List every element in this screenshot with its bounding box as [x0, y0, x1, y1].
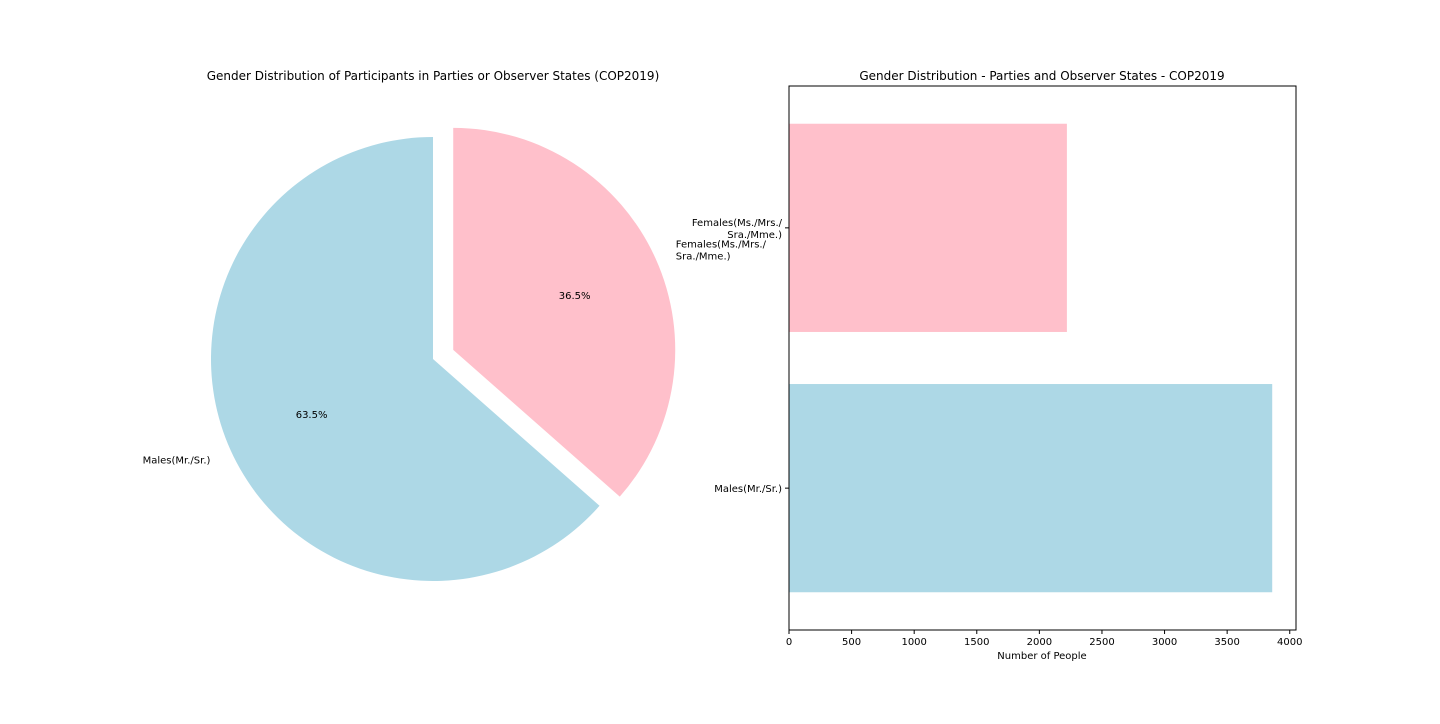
bar-axes-frame — [788, 85, 1297, 631]
bar-x-axis-label: Number of People — [997, 651, 1086, 662]
bar-y-tick-label-0-line: Males(Mr./Sr.) — [714, 484, 782, 495]
pie-percent-label-1: 36.5% — [559, 291, 591, 302]
bar-y-tick-label-1-line: Sra./Mme.) — [727, 230, 782, 241]
pie-chart-title: Gender Distribution of Participants in P… — [207, 69, 660, 83]
pie-category-label-1-line: Females(Ms./Mrs./ — [676, 239, 767, 250]
bar-chart: Gender Distribution - Parties and Observ… — [692, 69, 1303, 662]
bar-x-ticks: 0 500 1000 1500 2000 2500 3000 3500 4000 — [786, 630, 1302, 648]
pie-slice-1 — [453, 127, 676, 497]
pie-category-label-1: Females(Ms./Mrs./Sra./Mme.) — [676, 239, 767, 262]
bar-0 — [789, 384, 1273, 593]
bar-y-tick-label-1: Females(Ms./Mrs./Sra./Mme.) — [692, 218, 783, 241]
bar-x-tick-label-7: 3500 — [1214, 637, 1239, 648]
pie-category-label-0: Males(Mr./Sr.) — [143, 455, 211, 466]
bar-x-tick-label-8: 4000 — [1277, 637, 1302, 648]
pie-slices — [211, 127, 676, 581]
pie-labels: 63.5% Males(Mr./Sr.) 36.5% Females(Ms./Mrs.… — [143, 239, 767, 466]
pie-category-label-1-line: Sra./Mme.) — [676, 251, 731, 262]
bar-x-tick-label-5: 2500 — [1089, 637, 1114, 648]
bar-y-tick-label-1-line: Females(Ms./Mrs./ — [692, 218, 783, 229]
pie-chart: Gender Distribution of Participants in P… — [143, 69, 767, 581]
bar-chart-title: Gender Distribution - Parties and Observ… — [859, 69, 1224, 83]
bar-x-tick-label-1: 500 — [842, 637, 861, 648]
bar-x-tick-label-6: 3000 — [1152, 637, 1177, 648]
bar-1 — [789, 123, 1067, 332]
bar-x-tick-label-3: 1500 — [964, 637, 989, 648]
pie-percent-label-0: 63.5% — [296, 410, 328, 421]
bar-x-tick-label-2: 1000 — [901, 637, 926, 648]
bar-bars — [789, 123, 1273, 593]
bar-y-ticks: Males(Mr./Sr.) Females(Ms./Mrs./Sra./Mme.… — [692, 218, 789, 495]
pie-category-label-0-line: Males(Mr./Sr.) — [143, 455, 211, 466]
pie-slice-0 — [211, 137, 600, 581]
bar-x-tick-label-4: 2000 — [1027, 637, 1052, 648]
bar-x-tick-label-0: 0 — [786, 637, 792, 648]
bar-y-tick-label-0: Males(Mr./Sr.) — [714, 484, 782, 495]
